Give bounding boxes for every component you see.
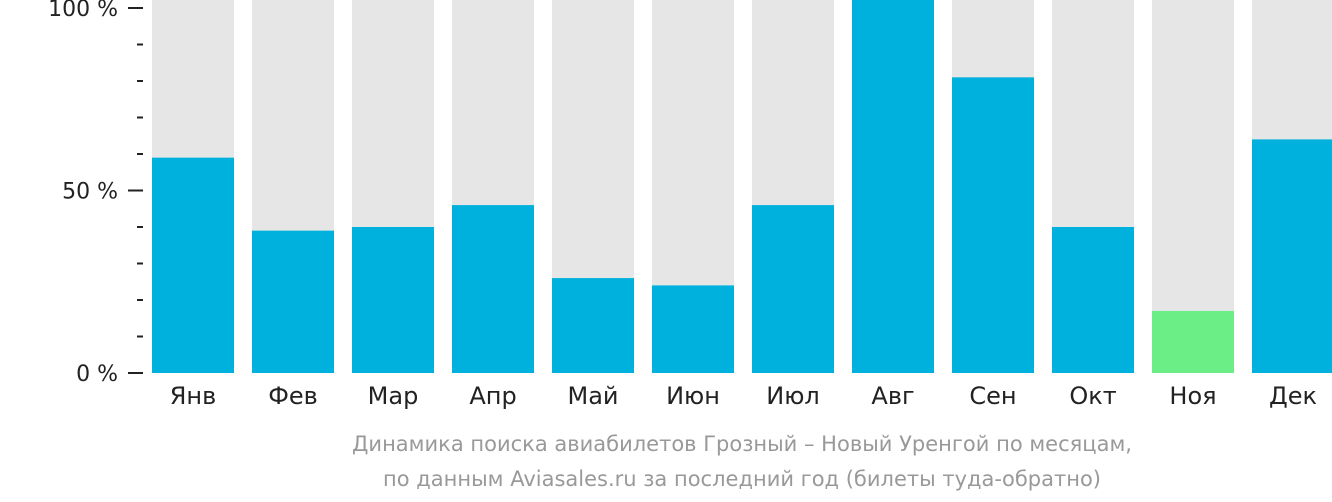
x-tick-label: Май — [567, 382, 618, 410]
x-tick-label: Мар — [368, 382, 419, 410]
bar-value — [352, 227, 434, 373]
x-tick-label: Окт — [1069, 382, 1116, 410]
y-tick-label: 0 % — [76, 362, 118, 387]
bar-value — [252, 230, 334, 373]
x-tick-label: Дек — [1269, 382, 1317, 410]
bar-value — [452, 205, 534, 373]
bar-background — [1152, 0, 1234, 373]
bar-value — [1252, 139, 1332, 373]
bar-value — [852, 0, 934, 373]
y-axis: 100 % 50 % 0 % — [48, 0, 143, 387]
x-tick-label: Июн — [666, 382, 720, 410]
x-axis-labels: Янв Фев Мар Апр Май Июн Июл Авг Сен Окт Ноя Дек — [170, 382, 1317, 410]
y-tick-label: 100 % — [48, 0, 118, 22]
x-tick-label: Апр — [469, 382, 516, 410]
bar-highlight — [1152, 310, 1234, 373]
chart-caption-line1: Динамика поиска авиабилетов Грозный – Но… — [352, 432, 1132, 456]
x-tick-label: Янв — [170, 382, 217, 410]
x-tick-label: Авг — [871, 382, 914, 410]
bar-value — [1052, 227, 1134, 373]
bar-value — [152, 157, 234, 373]
x-tick-label: Фев — [268, 382, 318, 410]
chart-caption-line2: по данным Aviasales.ru за последний год … — [383, 467, 1101, 491]
y-tick-label: 50 % — [62, 180, 118, 205]
x-tick-label: Ноя — [1169, 382, 1216, 410]
bars-group — [152, 0, 1332, 373]
bar-value — [552, 278, 634, 373]
bar-value — [952, 77, 1034, 373]
x-tick-label: Июл — [766, 382, 820, 410]
bar-value — [652, 285, 734, 373]
x-tick-label: Сен — [969, 382, 1016, 410]
bar-value — [752, 205, 834, 373]
